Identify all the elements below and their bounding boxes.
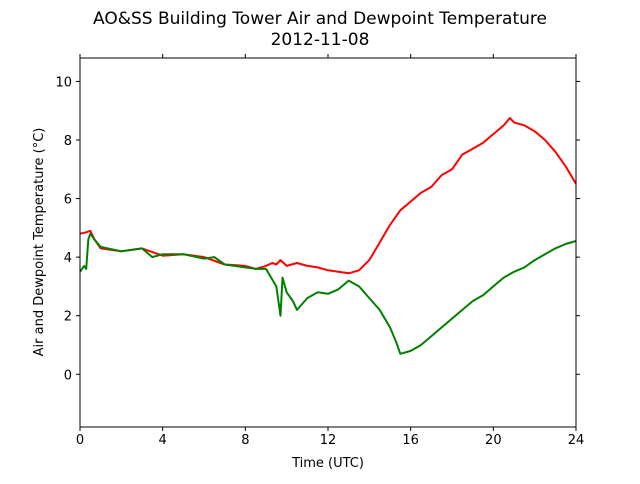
x-tick-label: 4 [159,433,167,448]
x-tick-label: 0 [76,433,84,448]
x-tick-label: 12 [320,433,337,448]
y-tick-label: 0 [64,368,72,383]
x-tick-label: 20 [485,433,502,448]
y-tick-label: 10 [55,75,72,90]
y-tick-label: 8 [64,134,72,149]
y-axis-label: Air and Dewpoint Temperature (°C) [32,128,47,357]
chart-subtitle: 2012-11-08 [271,30,370,50]
y-tick-label: 6 [64,193,72,208]
x-tick-label: 8 [241,433,249,448]
x-tick-label: 16 [402,433,419,448]
y-tick-label: 4 [64,251,72,266]
y-tick-label: 2 [64,310,72,325]
x-axis-label: Time (UTC) [291,456,364,471]
series-line-1 [79,232,577,355]
plot-frame [79,57,577,428]
chart-title: AO&SS Building Tower Air and Dewpoint Te… [93,9,547,29]
series-line-0 [79,117,577,275]
x-tick-label: 24 [568,433,585,448]
series-layer [79,117,577,355]
